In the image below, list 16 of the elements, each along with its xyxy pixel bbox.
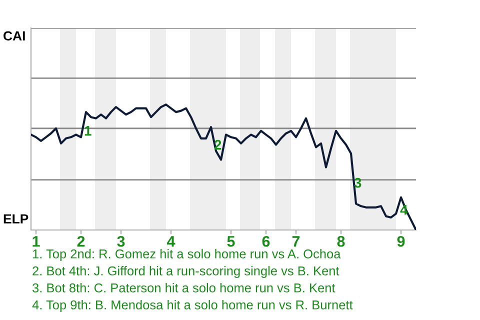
x-tick-label: 7 [292,236,300,247]
text: 3. Bot 8th: C. Paterson hit a solo home run vs B. Kent [32,283,336,292]
x-tick-label: 5 [227,236,235,247]
x-tick-label: 6 [262,236,270,247]
annotation: 1 [84,126,92,136]
x-tick-label: 3 [117,236,125,247]
text: 1. Top 2nd: R. Gomez hit a solo home run vs A. Ochoa [32,249,341,261]
text: 2. Bot 4th: J. Gifford hit a run-scoring single vs B. Kent [32,266,340,278]
x-tick-label: 2 [77,236,85,247]
text: 4. Top 9th: B. Mendosa hit a solo home run vs R. Burnett [32,300,353,312]
x-tick-label: 9 [397,236,405,247]
x-tick-label: 8 [337,236,345,247]
x-tick-label: 4 [166,236,176,247]
text: CAI [4,31,25,41]
text: ELP [4,214,28,224]
x-tick-label: 1 [32,236,40,247]
